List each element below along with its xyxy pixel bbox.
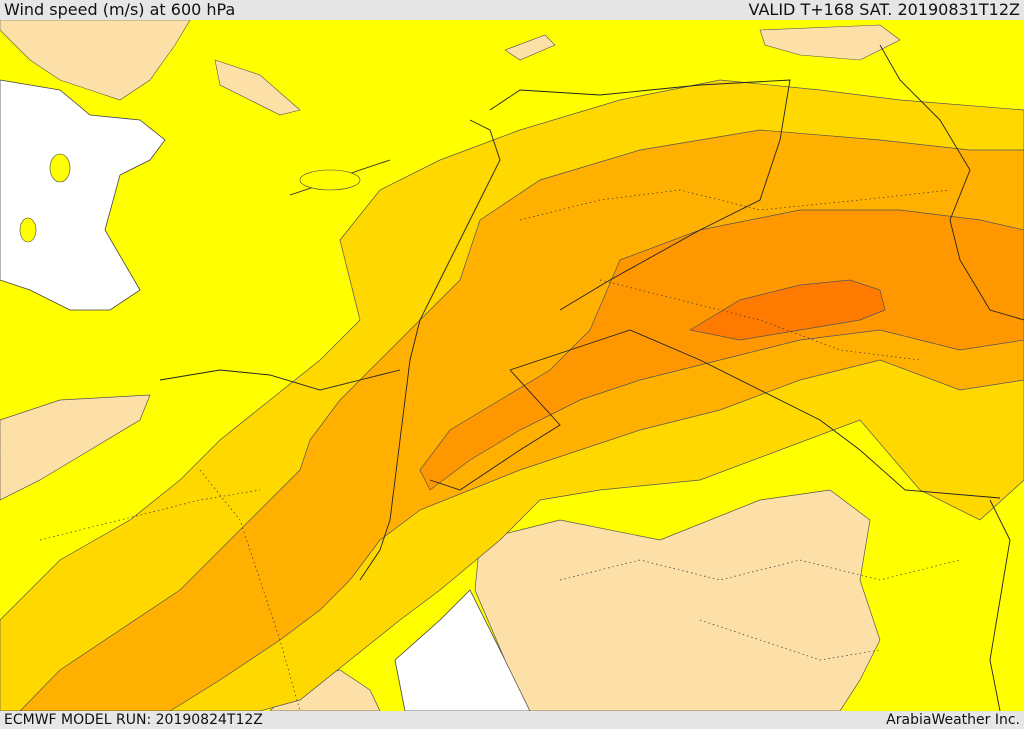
calm-area-aegean [504,34,556,61]
map-title: Wind speed (m/s) at 600 hPa [4,0,236,19]
credit: ArabiaWeather Inc. [886,712,1020,728]
header-bar: Wind speed (m/s) at 600 hPa VALID T+168 … [0,0,1024,20]
wind-band-level3 [419,209,1024,491]
valid-time: VALID T+168 SAT. 20190831T12Z [748,0,1020,19]
sea-aegean [0,79,166,311]
wind-speed-map [0,20,1024,711]
coast-egypt [159,369,401,391]
sea-red-sea [394,589,531,711]
border-jordan [429,369,561,491]
island-2 [19,217,37,243]
border-iran [879,44,1024,321]
calm-area-libya [0,394,151,501]
island-1 [49,153,71,183]
calm-area-turkey [0,20,191,101]
borders [159,44,1024,711]
calm-area-arabia [474,489,881,711]
border-iraq [509,329,1001,499]
border-syria [489,79,791,311]
model-run: ECMWF MODEL RUN: 20190824T12Z [4,712,263,728]
island-cyprus [299,169,361,191]
calm-area-ne [759,24,901,61]
coast-gulf [989,499,1011,711]
internal-boundaries [39,189,961,711]
wind-band-level4 [689,279,886,341]
footer-bar: ECMWF MODEL RUN: 20190824T12Z ArabiaWeat… [0,711,1024,729]
calm-area-turkey-2 [214,59,301,116]
